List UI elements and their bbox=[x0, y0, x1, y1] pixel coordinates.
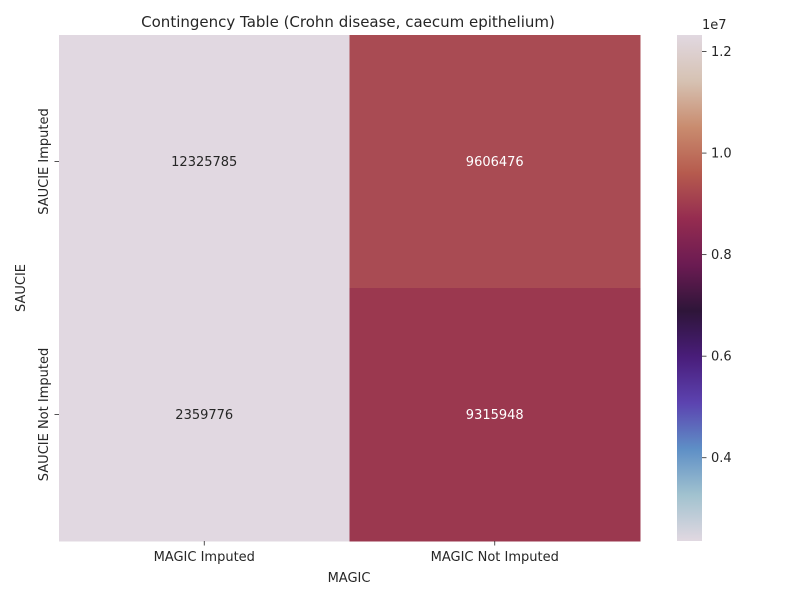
colorbar-scale-label: 1e7 bbox=[702, 18, 727, 33]
x-axis: MAGIC Imputed MAGIC Not Imputed bbox=[154, 541, 559, 565]
heatmap-cell-1-0 bbox=[59, 288, 350, 542]
heatmap-cell-0-0 bbox=[59, 35, 350, 289]
cell-value-label-1-1: 9315948 bbox=[466, 408, 524, 423]
colorbar-tick-label: 0.6 bbox=[711, 350, 732, 365]
colorbar-gradient bbox=[677, 35, 702, 541]
heatmap-cell-1-1 bbox=[349, 288, 641, 542]
colorbar-tick-label: 0.8 bbox=[711, 248, 732, 263]
cell-value-label-1-0: 2359776 bbox=[175, 408, 233, 423]
heatmap-cell-0-1 bbox=[349, 35, 641, 289]
x-tick-label: MAGIC Imputed bbox=[154, 550, 255, 565]
cell-value-label-0-1: 9606476 bbox=[466, 155, 524, 170]
x-tick-label: MAGIC Not Imputed bbox=[431, 550, 559, 565]
heatmap-cells: 12325785 9606476 2359776 9315948 bbox=[59, 35, 641, 542]
x-axis-label: MAGIC bbox=[328, 571, 371, 586]
colorbar-tick-label: 0.4 bbox=[711, 451, 732, 466]
y-tick-label: SAUCIE Not Imputed bbox=[37, 348, 52, 481]
colorbar: 0.4 0.6 0.8 1.0 1.2 1e7 bbox=[677, 18, 732, 541]
y-axis: SAUCIE Imputed SAUCIE Not Imputed bbox=[37, 108, 59, 481]
y-tick-label: SAUCIE Imputed bbox=[37, 108, 52, 215]
cell-value-label-0-0: 12325785 bbox=[171, 155, 237, 170]
colorbar-tick-label: 1.2 bbox=[711, 45, 732, 60]
chart-title: Contingency Table (Crohn disease, caecum… bbox=[141, 13, 555, 31]
colorbar-tick-label: 1.0 bbox=[711, 147, 732, 162]
y-axis-label: SAUCIE bbox=[14, 264, 29, 312]
